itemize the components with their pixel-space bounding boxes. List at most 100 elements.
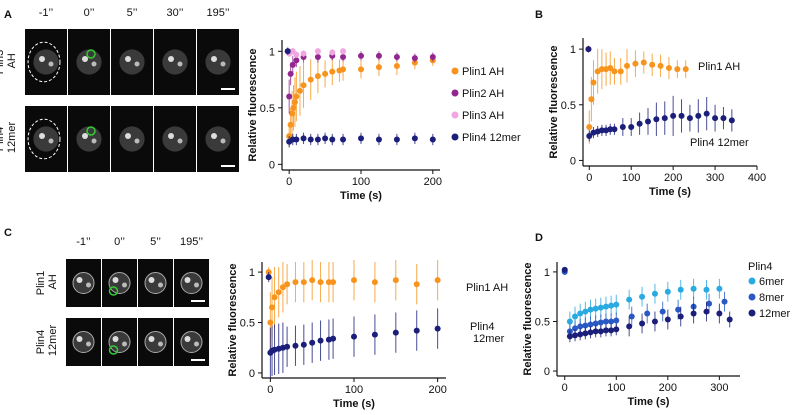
legend-swatch	[748, 309, 756, 317]
data-point	[677, 286, 684, 293]
data-point	[628, 313, 635, 320]
data-point	[300, 50, 307, 57]
droplet	[194, 282, 199, 288]
data-point	[639, 320, 646, 327]
droplet	[125, 56, 131, 62]
data-point	[661, 115, 668, 122]
droplet	[112, 336, 119, 342]
legend-label: Plin3 AH	[462, 110, 504, 122]
y-tick-label: 1	[570, 44, 576, 56]
legend-swatch	[451, 111, 459, 119]
y-axis-label: Relative fluorescence	[227, 263, 239, 376]
data-point	[393, 136, 400, 143]
data-point	[626, 323, 633, 330]
column-header: 30’’	[167, 7, 184, 19]
cell	[33, 49, 59, 75]
data-point	[695, 112, 702, 119]
data-point	[269, 304, 276, 311]
y-tick-label: 0	[570, 155, 576, 167]
data-point	[577, 331, 584, 338]
data-point	[587, 306, 594, 313]
data-point	[690, 310, 697, 317]
data-point	[582, 322, 589, 329]
data-point	[392, 329, 399, 336]
droplet	[220, 61, 226, 67]
cell	[33, 126, 59, 152]
data-point	[657, 62, 664, 69]
data-point	[665, 65, 672, 72]
data-point	[639, 293, 646, 300]
legend-swatch	[451, 67, 459, 75]
data-point	[602, 327, 609, 334]
column-header: -1’’	[39, 7, 53, 19]
data-point	[393, 63, 400, 69]
data-point	[712, 115, 719, 122]
panel-letter: A	[4, 9, 12, 21]
data-point	[287, 70, 294, 77]
data-point	[572, 313, 579, 320]
data-point	[597, 328, 604, 335]
data-point	[284, 343, 291, 350]
column-header: 195’’	[180, 236, 203, 248]
x-tick-label: 100	[352, 176, 370, 188]
droplet	[134, 138, 140, 144]
data-point	[314, 73, 321, 80]
y-tick-label: 0.5	[260, 103, 275, 115]
y-tick-label: 1	[249, 267, 255, 279]
legend-swatch	[748, 293, 756, 301]
data-point	[351, 277, 357, 284]
data-point	[598, 127, 605, 134]
data-point	[586, 132, 593, 139]
data-point	[664, 316, 671, 323]
data-point	[703, 308, 710, 315]
legend-swatch	[451, 89, 459, 97]
legend-label: 6mer	[759, 276, 784, 288]
y-axis-label: Relative fluorescence	[548, 45, 560, 158]
data-point	[413, 281, 420, 288]
legend-label: 8mer	[759, 292, 784, 304]
data-point	[628, 124, 635, 131]
data-point	[582, 330, 589, 337]
droplet	[112, 277, 119, 283]
series-label: Plin1 AH	[466, 282, 508, 294]
data-point	[561, 266, 568, 273]
data-point	[265, 274, 272, 281]
data-point	[651, 290, 658, 297]
y-tick-label: 0	[249, 368, 255, 380]
cell	[144, 331, 167, 353]
data-point	[590, 79, 597, 86]
data-point	[429, 136, 436, 143]
data-point	[329, 49, 336, 56]
data-point	[317, 337, 324, 344]
bleach-roi	[108, 286, 119, 296]
data-point	[271, 294, 278, 301]
data-point	[325, 279, 332, 286]
bleach-roi	[108, 345, 119, 355]
outline	[27, 41, 61, 83]
data-point	[329, 136, 336, 143]
data-point	[726, 316, 733, 323]
x-tick-label: 100	[622, 172, 640, 184]
data-point	[659, 308, 666, 315]
data-point	[293, 57, 300, 64]
cell	[108, 331, 131, 353]
data-point	[585, 46, 592, 53]
legend-label: Plin4 12mer	[462, 132, 521, 144]
data-point	[587, 321, 594, 328]
cell	[108, 272, 131, 294]
data-point	[706, 300, 713, 307]
panel-letter: D	[535, 232, 543, 244]
panel-letter: C	[4, 227, 12, 239]
cell	[72, 331, 95, 353]
droplet	[168, 56, 174, 62]
data-point	[632, 60, 639, 67]
panel-letter: B	[535, 9, 543, 21]
x-tick-label: 100	[345, 384, 363, 396]
data-point	[597, 304, 604, 311]
cell	[144, 272, 167, 294]
data-point	[611, 126, 618, 133]
x-tick-label: 0	[267, 384, 273, 396]
legend-label: 12mer	[759, 308, 791, 320]
data-point	[322, 70, 329, 77]
data-point	[375, 136, 382, 143]
